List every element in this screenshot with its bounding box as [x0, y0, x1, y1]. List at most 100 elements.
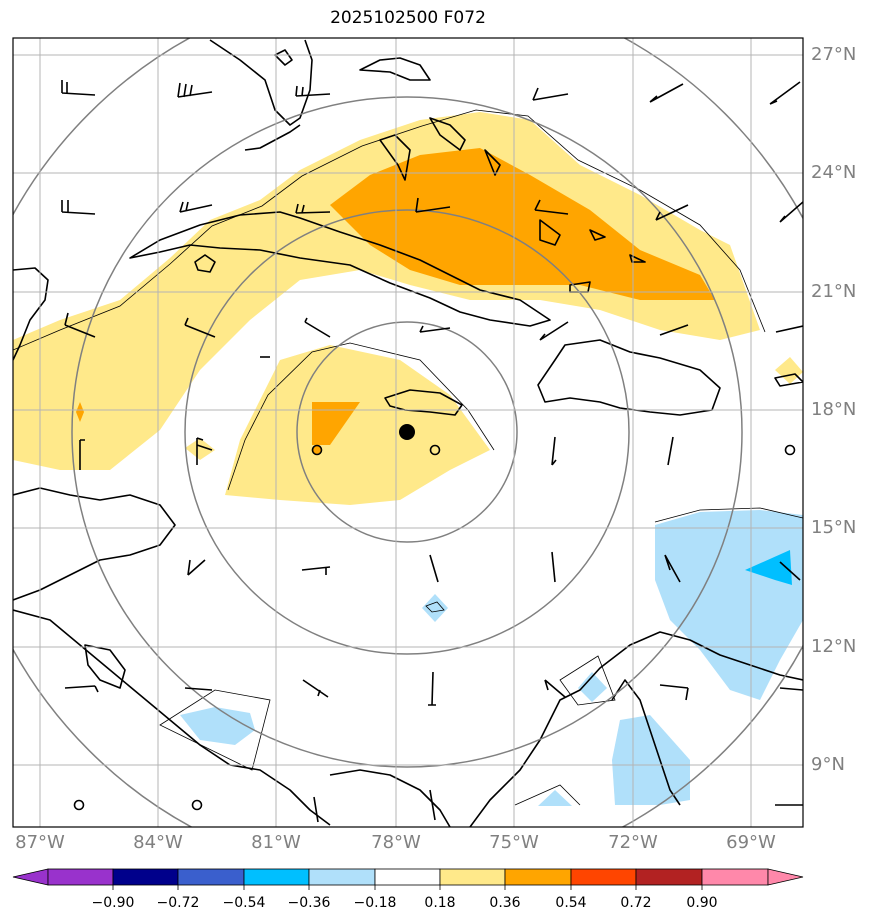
ring-marker-icon [73, 799, 85, 811]
wind-barb-icon [429, 554, 439, 583]
wind-barb-icon [419, 325, 451, 333]
lon-label: 84°W [133, 832, 183, 853]
wind-barb-icon [779, 687, 803, 691]
lat-label: 12°N [811, 636, 857, 657]
wind-barb-icon [534, 199, 569, 215]
bahamas-b [429, 117, 466, 151]
map-content [13, 38, 803, 827]
colorbar-segment [504, 868, 572, 886]
wind-barb-icon [667, 436, 674, 466]
wind-barbs [61, 80, 803, 823]
wind-barb-icon [295, 203, 331, 214]
colorbar-segment [243, 868, 310, 886]
anomaly-neg-small-b [578, 672, 607, 702]
lon-label: 75°W [489, 832, 539, 853]
florida-keys [244, 124, 301, 151]
wind-barb-icon [649, 83, 684, 103]
colorbar-segment [112, 868, 179, 886]
venezuela-coast [611, 679, 681, 806]
lat-label: 9°N [811, 754, 845, 775]
wind-barb-icon [415, 197, 451, 213]
map-frame [12, 37, 804, 828]
jamaica-coast [384, 389, 463, 416]
ring-marker-icon [429, 444, 441, 456]
anomaly-pos-core [330, 148, 715, 300]
anomaly-neg-south-b [180, 707, 255, 745]
anomaly-pos-cuba-south [225, 345, 490, 505]
ring-marker-icon [191, 799, 203, 811]
yucatan-coast [13, 487, 176, 601]
wind-barb-icon [664, 554, 681, 583]
wind-barb-icon [61, 80, 96, 96]
colorbar-tick-label: −0.54 [222, 895, 266, 911]
wind-barb-icon [184, 317, 216, 338]
wind-barb-icon [775, 325, 803, 333]
central-america-inner [84, 644, 126, 689]
colorbar-tick-label: 0.72 [620, 895, 652, 911]
anomaly-neg-east-core [745, 550, 792, 585]
storm-center-icon [399, 424, 415, 440]
colorbar-segment [374, 868, 441, 886]
wind-barb-icon [779, 561, 801, 581]
lat-label: 18°N [811, 399, 857, 420]
central-america-coast [13, 609, 331, 826]
bahamas-f [589, 229, 606, 241]
wind-barb-icon [551, 436, 557, 466]
wind-barb-icon [302, 679, 329, 698]
colorbar-segment [47, 868, 114, 886]
wind-barb-icon [301, 566, 331, 575]
colorbar-tick-label: −0.90 [91, 895, 135, 911]
anomaly-neg-south-a [612, 715, 690, 805]
gulf-coast-west [13, 267, 49, 361]
colorbar-segment [701, 868, 769, 886]
colorbar [12, 868, 804, 890]
lon-label: 72°W [608, 832, 658, 853]
ring-marker-icon [311, 444, 323, 456]
hispaniola-coast [537, 339, 721, 416]
colorbar-tick-label: −0.72 [156, 895, 200, 911]
anomaly-neg-small-c [538, 790, 572, 806]
colorbar-segment [439, 868, 506, 886]
bahamas-a [379, 134, 411, 181]
colorbar-extend-high [767, 868, 804, 886]
wind-barb-icon [544, 679, 566, 698]
anomaly-pos-blob-b [775, 357, 803, 384]
colorbar-tick-label: −0.36 [287, 895, 331, 911]
anomaly-neg-small-a [422, 594, 448, 622]
lon-label: 78°W [371, 832, 421, 853]
wind-barb-icon [64, 312, 96, 338]
ring-markers [73, 444, 796, 811]
colorbar-tick-label: 0.54 [555, 895, 587, 911]
colorbar-segment [177, 868, 245, 886]
lon-label: 81°W [251, 832, 301, 853]
colorbar-segment [635, 868, 703, 886]
range-rings [13, 38, 803, 827]
cuba-coast [129, 211, 551, 327]
lon-label: 87°W [15, 832, 65, 853]
wind-barb-icon [769, 81, 801, 105]
wind-barb-icon [539, 321, 569, 341]
anomaly-neg-east [655, 510, 803, 700]
anomaly-pos-blob-a [185, 438, 215, 460]
anomaly-pos-small-core [312, 402, 360, 445]
bahamas-g [629, 254, 646, 263]
bahamas-c [484, 149, 501, 176]
puerto-rico-coast [774, 373, 803, 387]
wind-barb-icon [532, 87, 569, 101]
colorbar-tick-label: 0.90 [686, 895, 718, 911]
ring-marker-icon [784, 444, 796, 456]
isle-of-pines [194, 254, 216, 273]
wind-barb-icon [551, 551, 556, 583]
colorbar-tick-label: 0.18 [424, 895, 456, 911]
lon-label: 69°W [726, 832, 776, 853]
wind-barb-icon [659, 684, 689, 701]
wind-barb-icon [313, 796, 319, 823]
wind-barb-icon [295, 85, 331, 97]
wind-barb-icon [179, 201, 213, 213]
anomaly-pos-blob-c [76, 402, 84, 422]
island-ne [359, 57, 431, 81]
map-title: 2025102500 F072 [330, 8, 486, 28]
colorbar-segment [308, 868, 376, 886]
lat-label: 21°N [811, 281, 857, 302]
